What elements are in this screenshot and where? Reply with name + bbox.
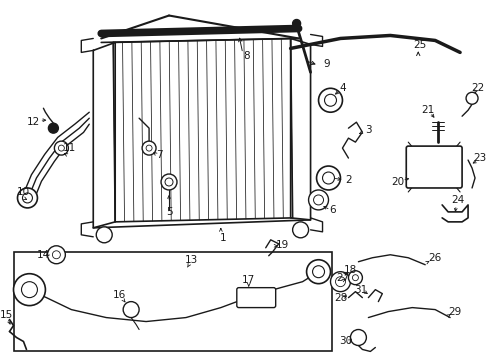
Text: 28: 28	[333, 293, 346, 303]
Circle shape	[14, 274, 45, 306]
Circle shape	[292, 19, 300, 27]
Circle shape	[54, 141, 68, 155]
Text: 29: 29	[447, 307, 461, 316]
Text: 22: 22	[470, 83, 484, 93]
Text: 10: 10	[17, 187, 30, 197]
Circle shape	[21, 282, 38, 298]
Circle shape	[52, 251, 60, 259]
Text: 31: 31	[353, 285, 366, 294]
Text: 9: 9	[323, 59, 329, 69]
Circle shape	[350, 329, 366, 346]
Text: 25: 25	[413, 40, 426, 50]
Circle shape	[312, 266, 324, 278]
Text: 24: 24	[450, 195, 464, 205]
Text: 15: 15	[0, 310, 13, 320]
Text: 13: 13	[184, 255, 197, 265]
Text: 14: 14	[37, 250, 50, 260]
Circle shape	[47, 246, 65, 264]
Circle shape	[318, 88, 342, 112]
Circle shape	[465, 92, 477, 104]
Text: 12: 12	[27, 117, 40, 127]
Circle shape	[292, 222, 308, 238]
Circle shape	[161, 174, 177, 190]
Text: 8: 8	[243, 51, 249, 62]
Circle shape	[142, 141, 156, 155]
Circle shape	[335, 277, 345, 287]
Polygon shape	[290, 39, 310, 220]
FancyBboxPatch shape	[236, 288, 275, 307]
Circle shape	[96, 227, 112, 243]
Circle shape	[164, 178, 173, 186]
Circle shape	[324, 94, 336, 106]
Circle shape	[58, 145, 64, 151]
Text: 3: 3	[365, 125, 371, 135]
Text: 20: 20	[391, 177, 404, 187]
Text: 18: 18	[343, 265, 356, 275]
Circle shape	[18, 188, 38, 208]
Text: 4: 4	[339, 83, 345, 93]
Text: 1: 1	[219, 233, 225, 243]
Text: 6: 6	[328, 205, 335, 215]
Text: 16: 16	[112, 290, 125, 300]
Text: 5: 5	[165, 207, 172, 217]
Circle shape	[348, 271, 362, 285]
Polygon shape	[113, 39, 292, 222]
FancyBboxPatch shape	[406, 146, 461, 188]
Text: 17: 17	[242, 275, 255, 285]
Circle shape	[22, 193, 32, 203]
Circle shape	[306, 260, 330, 284]
Circle shape	[123, 302, 139, 318]
Polygon shape	[93, 42, 115, 228]
Circle shape	[48, 123, 58, 133]
Text: 30: 30	[338, 337, 351, 346]
Circle shape	[316, 166, 340, 190]
Text: 27: 27	[335, 273, 348, 283]
Text: 21: 21	[421, 105, 434, 115]
Circle shape	[330, 272, 350, 292]
Text: 2: 2	[345, 175, 351, 185]
Text: 19: 19	[275, 240, 289, 250]
Text: 26: 26	[427, 253, 441, 263]
Circle shape	[313, 195, 323, 205]
Circle shape	[146, 145, 152, 151]
Bar	[14, 252, 332, 351]
Circle shape	[352, 275, 358, 281]
Text: 23: 23	[472, 153, 486, 163]
Circle shape	[322, 172, 334, 184]
Text: 11: 11	[62, 143, 76, 153]
Text: 7: 7	[155, 150, 162, 160]
Circle shape	[308, 190, 328, 210]
